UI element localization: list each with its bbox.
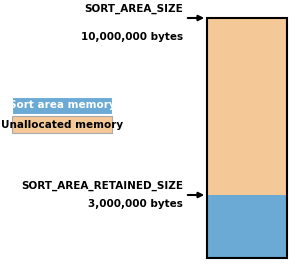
Text: 10,000,000 bytes: 10,000,000 bytes [81, 32, 183, 42]
Bar [207, 18, 287, 258]
Text: SORT_AREA_SIZE: SORT_AREA_SIZE [84, 4, 183, 14]
Bar [207, 195, 287, 258]
Bar [12, 97, 112, 114]
Text: Unallocated memory: Unallocated memory [1, 120, 123, 130]
Bar [207, 18, 287, 195]
Text: 3,000,000 bytes: 3,000,000 bytes [88, 199, 183, 209]
Bar [12, 116, 112, 133]
Text: SORT_AREA_RETAINED_SIZE: SORT_AREA_RETAINED_SIZE [21, 181, 183, 191]
Text: Sort area memory: Sort area memory [9, 100, 115, 110]
